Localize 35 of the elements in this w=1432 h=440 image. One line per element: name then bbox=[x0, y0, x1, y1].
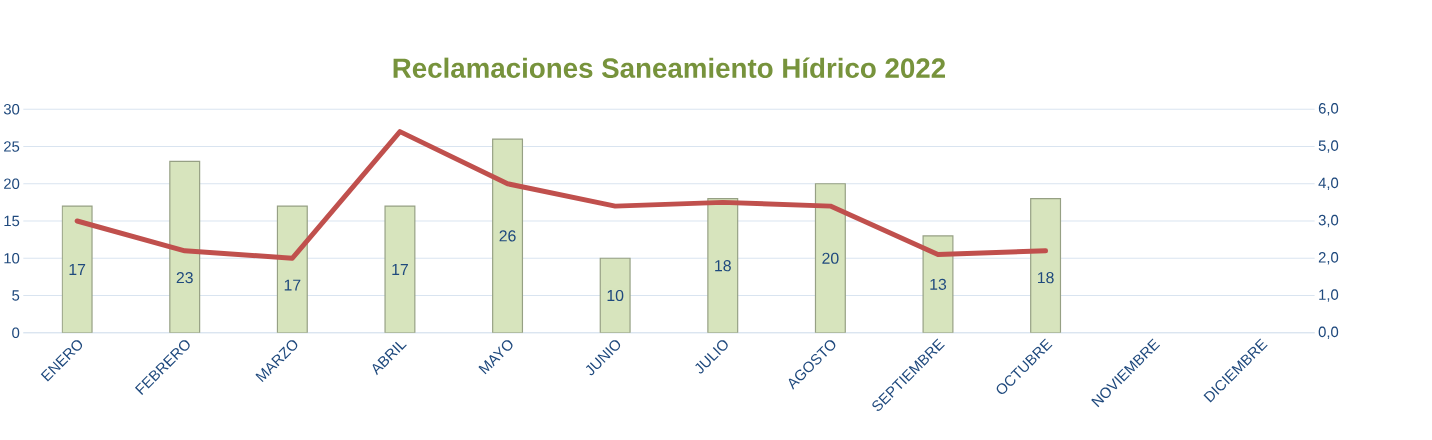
bar bbox=[1030, 198, 1062, 333]
data-label: 17 bbox=[284, 279, 301, 291]
chart-title: Reclamaciones Saneamiento Hídrico 2022 bbox=[393, 57, 946, 78]
bar bbox=[384, 205, 416, 333]
y-tick-label: 0 bbox=[12, 327, 20, 338]
y-tick-label: 25 bbox=[4, 141, 20, 152]
y2-tick-label: 3,0 bbox=[1318, 214, 1339, 228]
y-tick-label: 5 bbox=[12, 290, 20, 301]
y2-tick-label: 2,0 bbox=[1318, 252, 1339, 265]
data-label: 17 bbox=[392, 263, 408, 275]
bar bbox=[169, 160, 201, 333]
data-label: 20 bbox=[822, 252, 839, 264]
y2-tick-label: 0,0 bbox=[1318, 326, 1339, 339]
y2-tick-label: 1,0 bbox=[1319, 289, 1339, 302]
y-tick-label: 10 bbox=[4, 252, 20, 264]
bar bbox=[814, 183, 846, 333]
bar bbox=[492, 138, 524, 333]
y2-tick-label: 4,0 bbox=[1318, 177, 1339, 190]
bar bbox=[922, 235, 954, 333]
y-tick-label: 15 bbox=[4, 215, 20, 227]
bar bbox=[599, 257, 631, 333]
y2-tick-label: 5,0 bbox=[1318, 140, 1339, 153]
y-tick-label: 20 bbox=[4, 178, 20, 189]
data-label: 10 bbox=[607, 289, 624, 302]
y2-tick-label: 6,0 bbox=[1318, 103, 1339, 116]
bar bbox=[276, 205, 308, 333]
bar bbox=[707, 198, 739, 333]
data-label: 26 bbox=[499, 230, 516, 242]
data-label: 17 bbox=[69, 263, 86, 275]
y-tick-label: 30 bbox=[3, 103, 20, 115]
data-label: 18 bbox=[715, 260, 731, 272]
data-label: 23 bbox=[176, 272, 193, 284]
data-label: 18 bbox=[1038, 272, 1054, 284]
data-label: 13 bbox=[930, 278, 947, 290]
bar bbox=[61, 205, 93, 333]
